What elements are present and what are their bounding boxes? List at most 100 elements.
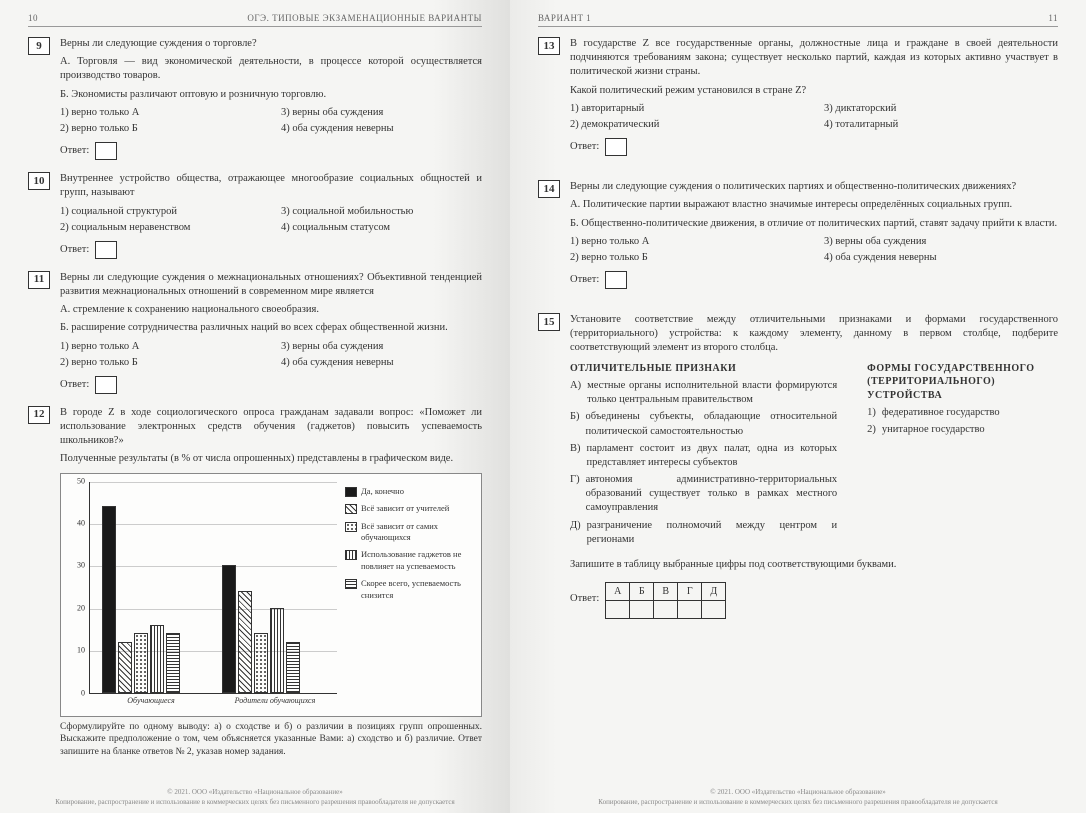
opt: 2) верно только Б [570,251,804,265]
opt: 3) верны оба суждения [824,235,1058,249]
opt: 2) верно только Б [60,356,261,370]
match-text: федеративное государство [882,406,1000,420]
answer-input[interactable] [95,241,117,259]
opt: 1) социальной структурой [60,205,261,219]
task-text: Сформулируйте по одному выводу: а) о схо… [60,721,482,759]
stmt-b: Б. Общественно-политические движения, в … [570,217,1058,231]
header-left: 10 ОГЭ. ТИПОВЫЕ ЭКЗАМЕНАЦИОННЫЕ ВАРИАНТЫ [28,12,482,27]
question-12: 12 В городе Z в ходе социологического оп… [28,406,482,759]
legend-label: Всё зависит от самих обучающихся [361,521,475,544]
legend-label: Да, конечно [361,486,404,497]
opt: 4) оба суждения неверны [824,251,1058,265]
opt: 2) демократический [570,118,804,132]
qnum: 11 [28,271,50,289]
match-item: А)местные органы исполнительной власти ф… [570,379,837,407]
match-item: Д)разграничение полномочий между центром… [570,519,837,547]
answer-header: Б [630,583,654,601]
opt: 2) верно только Б [60,122,261,136]
match-item: Г)автономия административно-территориаль… [570,473,837,516]
footer-right: © 2021. ООО «Издательство «Национальное … [538,788,1058,807]
match-columns: ОТЛИЧИТЕЛЬНЫЕ ПРИЗНАКИ А)местные органы … [570,362,1058,550]
opt: 4) оба суждения неверны [281,356,482,370]
opt: 1) верно только А [570,235,804,249]
match-letter: В) [570,442,581,470]
legend-item: Да, конечно [345,486,475,497]
qtext: Установите соответствие между отличитель… [570,313,1058,356]
bar [270,608,284,693]
qtext: Верны ли следующие суждения о политическ… [570,180,1058,194]
opt: 1) авторитарный [570,102,804,116]
options: 1) социальной структурой 3) социальной м… [60,205,482,235]
answer-cell[interactable] [606,601,630,619]
answer: Ответ: АБВГД [570,578,1058,619]
page-number: 11 [1048,12,1058,24]
answer-label: Ответ: [570,140,599,154]
answer: Ответ: [570,271,1058,289]
qnum: 10 [28,172,50,190]
subtext: Полученные результаты (в % от числа опро… [60,452,482,466]
legend-swatch [345,579,357,589]
match-text: парламент состоит из двух палат, одна из… [587,442,838,470]
options: 1) верно только А 3) верны оба суждения … [60,106,482,136]
page-left: 10 ОГЭ. ТИПОВЫЕ ЭКЗАМЕНАЦИОННЫЕ ВАРИАНТЫ… [0,0,510,813]
match-letter: Г) [570,473,580,516]
opt: 4) социальным статусом [281,221,482,235]
chart-plot: 01020304050 Обучающиеся Родители обучающ… [67,482,337,712]
y-axis: 01020304050 [67,482,87,694]
qnum: 15 [538,313,560,331]
answer-cell[interactable] [654,601,678,619]
bar [102,506,116,693]
header-right: ВАРИАНТ 1 11 [538,12,1058,27]
answer: Ответ: [570,138,1058,156]
legend-item: Использование гаджетов не повлияет на ус… [345,549,475,572]
answer-table: АБВГД [605,582,726,619]
bar [222,565,236,692]
answer-input[interactable] [605,138,627,156]
match-item: В)парламент состоит из двух палат, одна … [570,442,837,470]
footer-left: © 2021. ООО «Издательство «Национальное … [28,788,482,807]
legend-label: Использование гаджетов не повлияет на ус… [361,549,475,572]
answer-cell[interactable] [630,601,654,619]
table-instruction: Запишите в таблицу выбранные цифры под с… [570,558,1058,572]
legend-swatch [345,522,357,532]
question-9: 9 Верны ли следующие суждения о торговле… [28,37,482,160]
legend-label: Скорее всего, успеваемость снизится [361,578,475,601]
answer-cell[interactable] [678,601,702,619]
answer-input[interactable] [605,271,627,289]
opt: 1) верно только А [60,106,261,120]
match-text: автономия административно-территориальны… [586,473,838,516]
match-left: ОТЛИЧИТЕЛЬНЫЕ ПРИЗНАКИ А)местные органы … [570,362,837,550]
book-title: ОГЭ. ТИПОВЫЕ ЭКЗАМЕНАЦИОННЫЕ ВАРИАНТЫ [247,12,482,24]
copy-note: Копирование, распространение и использов… [28,798,482,807]
question-11: 11 Верны ли следующие суждения о межнаци… [28,271,482,394]
answer-input[interactable] [95,376,117,394]
question-14: 14 Верны ли следующие суждения о политич… [538,180,1058,289]
match-item: Б)объединены субъекты, обладающие относи… [570,410,837,438]
variant: ВАРИАНТ 1 [538,12,591,24]
answer-header: В [654,583,678,601]
answer-label: Ответ: [570,273,599,287]
match-item: 1) федеративное государство [867,406,1058,420]
qtext: Верны ли следующие суждения о межнациона… [60,271,482,299]
question-15: 15 Установите соответствие между отличит… [538,313,1058,619]
bar [166,633,180,692]
bar-chart: 01020304050 Обучающиеся Родители обучающ… [60,473,482,717]
opt: 3) диктаторский [824,102,1058,116]
options: 1) верно только А 3) верны оба суждения … [570,235,1058,265]
stmt-a: А. Политические партии выражают властно … [570,198,1058,212]
opt: 3) верны оба суждения [281,340,482,354]
copyright: © 2021. ООО «Издательство «Национальное … [28,788,482,797]
match-text: объединены субъекты, обладающие относите… [586,410,838,438]
bar [118,642,132,693]
qtext: В государстве Z все государственные орга… [570,37,1058,80]
bar [134,633,148,692]
answer-input[interactable] [95,142,117,160]
opt: 1) верно только А [60,340,261,354]
opt: 4) оба суждения неверны [281,122,482,136]
legend-label: Всё зависит от учителей [361,503,449,514]
stmt-a: А. стремление к сохранению национального… [60,303,482,317]
match-letter: 1) [867,406,876,420]
answer-label: Ответ: [60,378,89,392]
answer-cell[interactable] [702,601,726,619]
answer: Ответ: [60,376,482,394]
